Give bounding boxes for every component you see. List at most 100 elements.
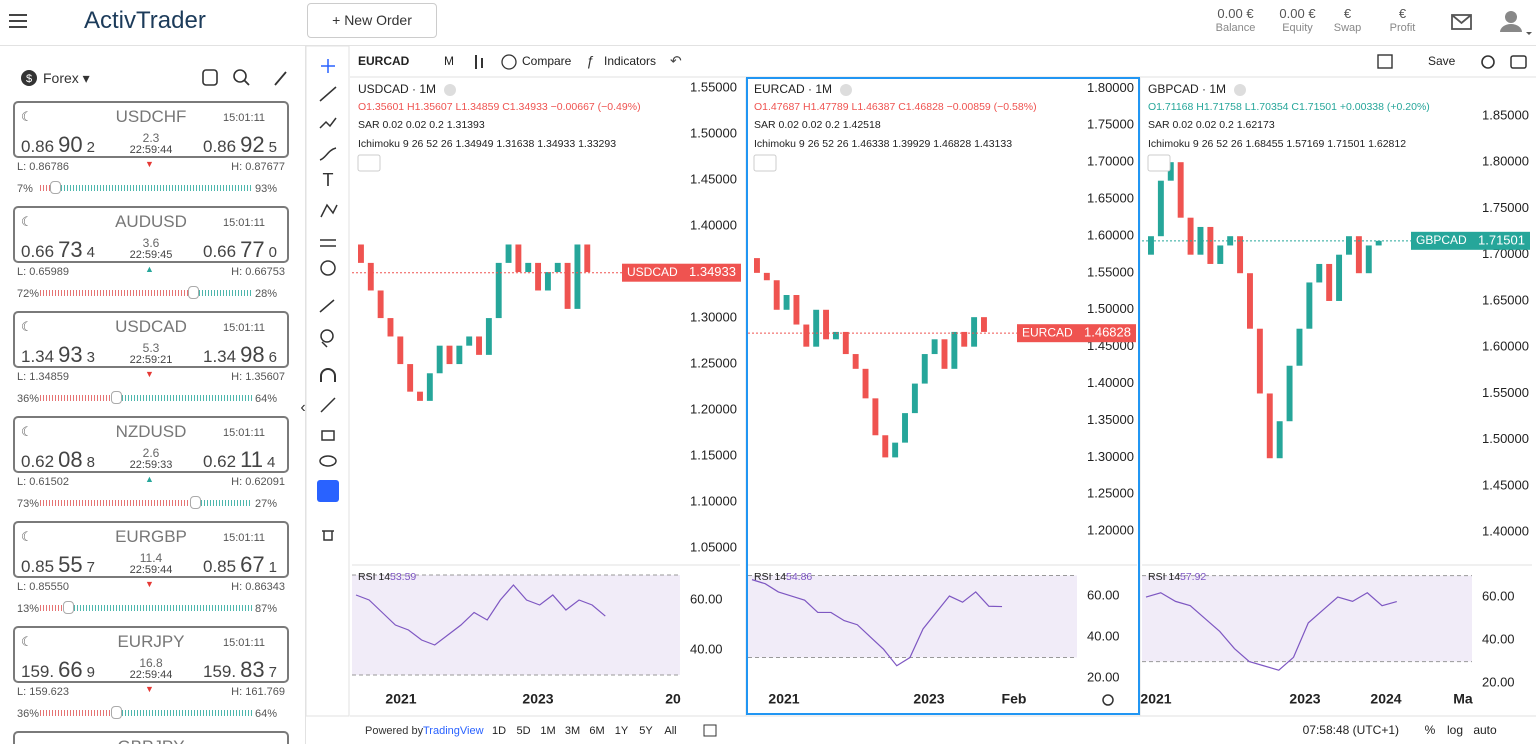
price-tick-label: 1.40000 xyxy=(690,218,737,233)
chart-style-icon[interactable] xyxy=(475,55,483,69)
rsi-tick-label: 20.00 xyxy=(1482,675,1515,690)
active-chart-border xyxy=(746,77,1140,715)
menu-icon[interactable] xyxy=(8,12,30,30)
quote-card[interactable]: ☾ USDCHF 15:01:11 2.3 22:59:44 0.86 90 2 0.86 92 5 xyxy=(13,101,289,158)
settings-icon[interactable] xyxy=(1481,55,1495,69)
price-tick-label: 1.45000 xyxy=(690,172,737,187)
candle xyxy=(783,295,790,310)
collapse-button[interactable] xyxy=(357,154,381,172)
ask-part: 92 xyxy=(240,132,265,157)
range-button[interactable]: 1M xyxy=(540,725,555,737)
compare-icon[interactable] xyxy=(501,54,517,70)
indicators-icon[interactable]: ƒ xyxy=(586,53,594,69)
drawing-tool[interactable] xyxy=(320,260,336,276)
collapse-button[interactable] xyxy=(753,154,777,172)
toolbar-symbol[interactable]: EURCAD xyxy=(358,54,410,68)
drawing-tool[interactable]: T xyxy=(323,170,334,190)
drawing-tool[interactable] xyxy=(320,203,338,218)
new-order-label[interactable]: New Order xyxy=(344,12,412,28)
drawing-tool[interactable] xyxy=(320,368,336,382)
candle xyxy=(387,318,394,337)
layout-icon[interactable] xyxy=(1377,54,1393,69)
server-time: 22:59:45 xyxy=(129,249,173,261)
new-order-button[interactable]: + New Order xyxy=(307,3,437,38)
sidebar-tools[interactable] xyxy=(200,68,290,88)
bid-part: 93 xyxy=(58,342,83,367)
spread: 5.3 xyxy=(142,341,160,355)
quote-card[interactable]: ☾ NZDUSD 15:01:11 2.6 22:59:33 0.62 08 8 0.62 11 4 xyxy=(13,416,289,473)
rsi-tick-label: 20.00 xyxy=(1087,669,1120,684)
drawing-tool[interactable] xyxy=(322,530,334,541)
quote-card[interactable]: ☾ EURJPY 15:01:11 16.8 22:59:44 159. 66 9 159. 83… xyxy=(13,626,289,683)
toolbar-interval[interactable]: M xyxy=(444,54,454,68)
rsi-line xyxy=(1145,592,1397,671)
range-button[interactable]: 5Y xyxy=(639,725,653,737)
candle xyxy=(1306,282,1313,329)
range-button[interactable]: 1D xyxy=(492,725,506,737)
sentiment-buy xyxy=(54,185,252,191)
scale-option[interactable]: auto xyxy=(1473,723,1497,737)
price-tick-label: 1.40000 xyxy=(1087,375,1134,390)
buy-pct: 27% xyxy=(255,498,278,510)
undo-icon[interactable]: ↶ xyxy=(670,53,682,69)
sidebar-collapse[interactable]: ‹ xyxy=(300,399,305,416)
last-symbol: USDCAD xyxy=(627,265,678,279)
drawing-tool[interactable] xyxy=(317,480,339,502)
clock: 07:58:48 (UTC+1) xyxy=(1303,723,1399,737)
x-tick-label: 2023 xyxy=(1289,691,1320,707)
goto-date[interactable] xyxy=(703,724,717,737)
scale-option[interactable]: % xyxy=(1425,723,1436,737)
title-menu[interactable] xyxy=(444,84,456,96)
quote-card[interactable]: ☾ AUDUSD 15:01:11 3.6 22:59:45 0.66 73 4 0.66 77 0 xyxy=(13,206,289,263)
camera-icon[interactable] xyxy=(1510,55,1527,69)
drawing-tool[interactable] xyxy=(319,86,337,102)
collapse-button[interactable] xyxy=(1147,154,1171,172)
range-button[interactable]: All xyxy=(664,725,676,737)
drawing-tool[interactable] xyxy=(320,329,334,343)
candle xyxy=(773,280,780,310)
ask-part: 5 xyxy=(268,139,277,156)
chart-settings[interactable] xyxy=(1102,694,1114,706)
quote-card[interactable]: ☾ EURGBP 15:01:11 11.4 22:59:44 0.85 55 7 0.85 67… xyxy=(13,521,289,578)
toolbar-compare[interactable]: Compare xyxy=(522,54,572,68)
avatar[interactable] xyxy=(1498,8,1534,38)
toolbar-save[interactable]: Save xyxy=(1428,54,1456,68)
quote-card[interactable]: ☾ USDCAD 15:01:11 5.3 22:59:21 1.34 93 3 1.34 98 6 xyxy=(13,311,289,368)
low: L: 0.65989 xyxy=(17,266,69,278)
scale-option[interactable]: log xyxy=(1447,723,1463,737)
ask-price: 0.62 11 4 xyxy=(203,447,279,473)
range-button[interactable]: 3M xyxy=(565,725,580,737)
range-button[interactable]: 6M xyxy=(589,725,604,737)
title-menu[interactable] xyxy=(840,84,852,96)
drawing-tool[interactable] xyxy=(321,341,328,348)
brand-link[interactable]: TradingView xyxy=(423,725,484,737)
drawing-tool[interactable] xyxy=(319,147,337,161)
drawing-tool[interactable] xyxy=(320,239,336,247)
candle xyxy=(1247,273,1253,329)
market-select[interactable]: Forex ▾ xyxy=(43,70,90,86)
bid-part: 9 xyxy=(86,664,95,681)
drawing-tool[interactable] xyxy=(319,299,335,313)
mail-icon[interactable] xyxy=(1450,13,1474,31)
price-tick-label: 1.85000 xyxy=(1482,107,1529,122)
price-tick-label: 1.35000 xyxy=(1087,412,1134,427)
buy-pct: 87% xyxy=(255,603,278,615)
candle xyxy=(1187,217,1194,255)
last-price: 1.46828 xyxy=(1084,325,1131,340)
drawing-tool[interactable] xyxy=(320,397,336,413)
market-label[interactable]: Forex xyxy=(43,70,79,86)
toolbar-indicators[interactable]: Indicators xyxy=(604,54,656,68)
last-symbol: EURCAD xyxy=(1022,325,1073,339)
drawing-tool[interactable] xyxy=(319,117,337,129)
quote-card[interactable]: GBPJPY xyxy=(13,731,289,744)
sentiment-sell xyxy=(40,290,193,296)
range-button[interactable]: 5D xyxy=(516,725,530,737)
drawing-tool[interactable] xyxy=(319,455,337,467)
bid-part: 1.34 xyxy=(21,347,55,366)
bid-part: 0.66 xyxy=(21,242,55,261)
drawing-tool[interactable] xyxy=(321,430,335,441)
bid-part: 08 xyxy=(58,447,83,472)
range-button[interactable]: 1Y xyxy=(615,725,629,737)
title-menu[interactable] xyxy=(1234,84,1246,96)
drawing-tool[interactable] xyxy=(321,59,335,73)
